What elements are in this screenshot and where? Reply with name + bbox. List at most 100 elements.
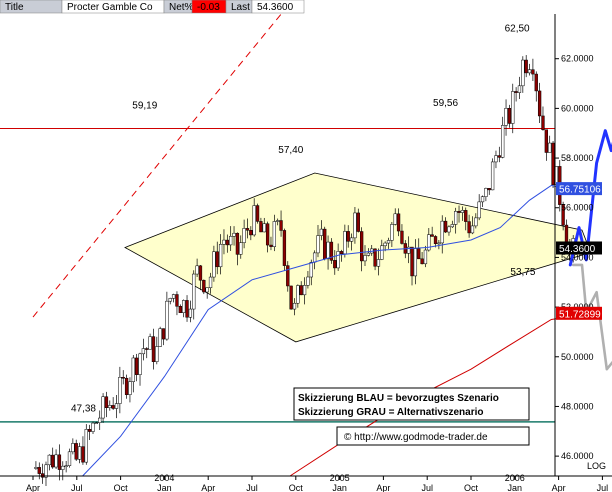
candle-body (359, 231, 364, 262)
candle-body (527, 69, 532, 74)
candle-body (464, 210, 468, 222)
x-tick-label: Apr (376, 483, 390, 492)
candle-body (155, 346, 159, 362)
candle-body (87, 429, 92, 432)
candle-body (229, 236, 233, 246)
candle-body (145, 348, 149, 350)
candle-body (279, 220, 283, 231)
candle-body (319, 228, 324, 236)
x-tick-label: Jan (157, 483, 172, 492)
axis-tag-bg (556, 241, 602, 255)
candle-body (312, 252, 317, 263)
candle-body (366, 252, 371, 256)
candle-body (185, 300, 189, 318)
candle-body (380, 245, 384, 260)
candle-body (548, 142, 552, 153)
candle-body (400, 230, 404, 244)
candle-body (175, 294, 179, 307)
x-tick-label: Oct (114, 483, 129, 492)
candle-body (467, 221, 471, 234)
candle-body (430, 234, 434, 237)
candle-body (353, 212, 357, 239)
candle-body (64, 465, 68, 467)
candle-body (289, 285, 293, 310)
scenario-line-blau (568, 129, 612, 267)
candle-body (54, 454, 58, 468)
candle-body (208, 276, 213, 288)
candle-body (346, 231, 350, 242)
candle-body (390, 224, 394, 241)
legend-line-grey: Skizzierung GRAU = Alternativszenario (298, 407, 484, 418)
candle-body (407, 246, 411, 254)
candle-body (212, 251, 216, 278)
candle-body (168, 298, 172, 302)
candle-body (161, 328, 166, 340)
candle-body (460, 210, 465, 213)
candle-body (165, 300, 169, 340)
header-field-bg (251, 0, 305, 14)
candle-body (141, 348, 146, 355)
symmetrical-triangle (124, 172, 592, 343)
candle-body (158, 328, 162, 347)
candle-body (494, 155, 498, 163)
y-tick-label: 60.0000 (561, 103, 594, 113)
axis-tag-label: 56.75106 (559, 185, 601, 196)
candle-body (551, 142, 555, 185)
candle-body (507, 107, 512, 124)
candle-body (521, 59, 525, 87)
candle-body (148, 336, 152, 350)
candle-body (561, 204, 565, 226)
candle-body (182, 300, 186, 313)
x-tick-label: Apr (26, 483, 40, 492)
candle-body (67, 451, 72, 466)
triangle-shape (124, 172, 592, 343)
candle-body (386, 240, 391, 244)
candle-body (447, 226, 451, 233)
candle-body (514, 91, 518, 93)
candle-body (44, 464, 48, 478)
axis-tag-label: 54.3600 (559, 244, 596, 255)
candle-body (245, 228, 250, 231)
scenario-sketches (568, 129, 612, 371)
x-tick-label: Jan (508, 483, 523, 492)
candle-body (534, 73, 538, 92)
candle-body (151, 336, 156, 362)
x-tick-label: Jul (597, 483, 609, 492)
candle-body (232, 232, 236, 237)
candle-body (316, 235, 320, 254)
candle-body (504, 107, 508, 126)
candle-body (74, 443, 78, 460)
copyright-box: © http://www.godmode-trader.de (336, 426, 530, 446)
scenario-line-grau (571, 263, 612, 371)
candle-body (77, 446, 82, 460)
header-field: Net% (169, 2, 194, 13)
candle-body (121, 377, 125, 379)
header-field: -0.03 (197, 2, 220, 13)
candle-body (299, 285, 303, 296)
x-year-label: 2005 (330, 473, 350, 483)
candle-body (235, 232, 240, 255)
copyright-text[interactable]: © http://www.godmode-trader.de (344, 432, 488, 443)
price-annotation: 62,50 (505, 23, 530, 34)
x-tick-label: Jul (421, 483, 433, 492)
candle-body (393, 213, 397, 225)
candle-body (484, 188, 488, 197)
candle-body (202, 279, 206, 293)
x-tick-label: Oct (289, 483, 304, 492)
y-tick-label: 58.0000 (561, 153, 594, 163)
x-tick-label: Apr (201, 483, 215, 492)
candle-body (205, 287, 209, 293)
candle-body (138, 353, 142, 375)
scenario-legend-box: Skizzierung BLAU = bevorzugtes Szenario … (293, 387, 530, 421)
candle-body (249, 230, 253, 236)
axis-tag-label: 51.72899 (559, 309, 601, 320)
candle-body (51, 454, 55, 468)
candle-body (356, 212, 360, 232)
candle-body (276, 220, 280, 222)
candle-body (131, 357, 135, 382)
candle-body (255, 205, 260, 222)
candle-body (306, 276, 310, 286)
candle-body (98, 417, 102, 424)
y-axis-tags: 56.75106 54.3600 51.72899 (556, 182, 602, 320)
header-field: Last (231, 2, 250, 13)
